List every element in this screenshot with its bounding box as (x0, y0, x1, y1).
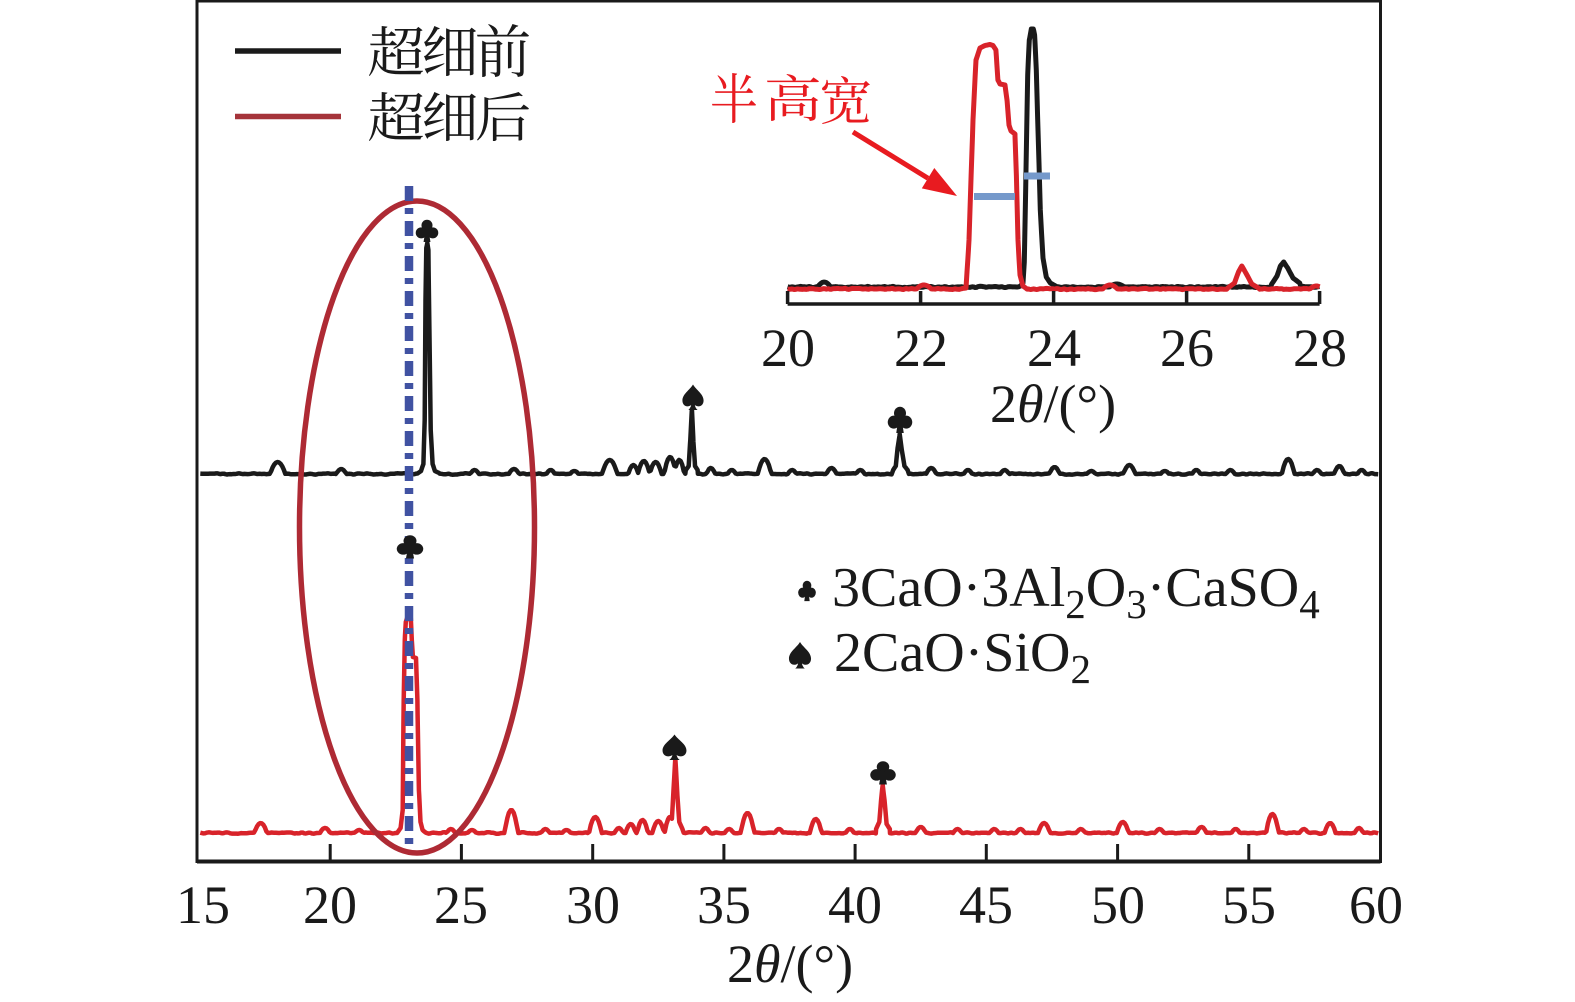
svg-text:30: 30 (566, 875, 620, 935)
svg-text:22: 22 (894, 318, 948, 378)
svg-text:2θ/(°): 2θ/(°) (990, 374, 1116, 434)
svg-text:50: 50 (1091, 875, 1145, 935)
svg-text:15: 15 (176, 875, 230, 935)
svg-text:55: 55 (1222, 875, 1276, 935)
svg-text:24: 24 (1027, 318, 1081, 378)
svg-text:60: 60 (1349, 875, 1403, 935)
svg-text:40: 40 (828, 875, 882, 935)
svg-text:2θ/(°): 2θ/(°) (727, 934, 853, 994)
svg-text:35: 35 (697, 875, 751, 935)
svg-text:3CaO·3Al2O3·CaSO4: 3CaO·3Al2O3·CaSO4 (832, 557, 1320, 627)
svg-text:45: 45 (959, 875, 1013, 935)
svg-text:20: 20 (761, 318, 815, 378)
svg-text:26: 26 (1160, 318, 1214, 378)
svg-text:20: 20 (303, 875, 357, 935)
svg-text:2CaO·SiO2: 2CaO·SiO2 (834, 622, 1091, 692)
svg-text:28: 28 (1293, 318, 1347, 378)
svg-text:25: 25 (434, 875, 488, 935)
